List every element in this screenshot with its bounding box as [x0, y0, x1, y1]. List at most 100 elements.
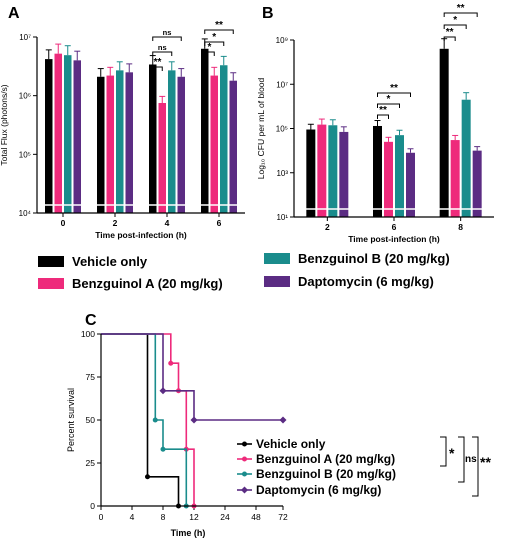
bar [384, 141, 393, 217]
survival-marker [279, 416, 287, 424]
legend-label-benz-b: Benzguinol B (20 mg/kg) [298, 251, 450, 266]
y-tick-label: 25 [86, 458, 96, 468]
bar [97, 76, 105, 213]
bar [328, 125, 338, 217]
bar [116, 70, 124, 214]
x-tick-label: 24 [220, 512, 230, 522]
x-tick-label: 8 [458, 222, 463, 232]
x-tick-label: 4 [165, 218, 170, 228]
bar [406, 152, 415, 217]
legend-label-vehicle: Vehicle only [72, 254, 148, 269]
legend-label: Benzguinol B (20 mg/kg) [256, 467, 396, 481]
bar [54, 53, 62, 214]
y-tick-label: 50 [86, 415, 96, 425]
bar [306, 129, 316, 217]
x-tick-label: 12 [189, 512, 199, 522]
significance-label: ** [390, 83, 398, 94]
legend-item-dapto: Daptomycin (6 mg/kg) [264, 274, 434, 289]
bar [373, 125, 382, 217]
legend-label: Vehicle only [256, 437, 326, 451]
legend-item-vehicle: Vehicle only [38, 254, 147, 269]
bar [73, 60, 81, 214]
bar [64, 55, 72, 213]
significance-label: ** [154, 57, 162, 68]
legend-item-benz-a: Benzguinol A (20 mg/kg) [38, 276, 223, 291]
significance-bracket [443, 36, 456, 41]
x-tick-label: 4 [130, 512, 135, 522]
significance-label: * [449, 445, 455, 461]
legend-item-benz-b: Benzguinol B (20 mg/kg) [264, 251, 450, 266]
significance-bracket [152, 36, 182, 41]
survival-line [101, 333, 188, 506]
survival-line [101, 333, 283, 421]
x-tick-label: 6 [392, 222, 397, 232]
panel-a-letter: A [8, 5, 20, 22]
y-tick-label: 10⁷ [19, 33, 31, 42]
significance-bracket [204, 41, 225, 46]
y-axis-title: Log₁₀ CFU per mL of blood [256, 77, 266, 179]
legend-label-dapto: Daptomycin (6 mg/kg) [298, 274, 434, 289]
panel-c-letter: C [85, 312, 97, 329]
x-tick-label: 0 [99, 512, 104, 522]
y-tick-label: 10⁴ [19, 209, 32, 218]
legend-swatch-benz-a [38, 278, 64, 289]
x-axis-title: Time post-infection (h) [348, 234, 440, 244]
bar [339, 131, 349, 217]
y-tick-label: 75 [86, 372, 96, 382]
bar [106, 75, 114, 213]
significance-label: ** [446, 27, 454, 38]
chart-a: 10⁴ 10⁵ 10⁶ 10⁷ 0 2 4 6 Time post-infection (h) T… [0, 20, 245, 240]
bar [45, 59, 53, 213]
survival-marker [159, 387, 167, 395]
significance-label: ** [480, 454, 491, 470]
significance-label: * [212, 32, 216, 43]
bar [201, 48, 209, 214]
legend-swatch-benz-b [264, 253, 290, 264]
y-tick-label: 10¹ [276, 213, 288, 222]
bar [210, 75, 218, 213]
survival-marker [190, 416, 198, 424]
y-tick-label: 10⁶ [19, 92, 31, 101]
significance-bracket [204, 29, 234, 34]
significance-bracket [377, 92, 411, 97]
bar [177, 76, 185, 213]
bar [439, 48, 449, 217]
bar [149, 64, 157, 213]
x-tick-label: 0 [61, 218, 66, 228]
legend-marker [242, 441, 247, 447]
significance-label: ** [379, 105, 387, 116]
bar [472, 150, 482, 217]
significance-label: ** [215, 20, 223, 31]
x-tick-label: 2 [325, 222, 330, 232]
significance-bracket [204, 51, 215, 56]
survival-marker [145, 474, 150, 480]
x-tick-label: 8 [161, 512, 166, 522]
y-tick-label: 10⁵ [276, 125, 288, 134]
legend-label-benz-a: Benzguinol A (20 mg/kg) [72, 276, 223, 291]
significance-bracket [443, 12, 478, 17]
significance-label: ns [163, 28, 172, 37]
y-tick-label: 100 [81, 329, 95, 339]
survival-marker [160, 446, 166, 452]
significance-bracket [472, 436, 479, 497]
bar [125, 72, 133, 213]
y-tick-label: 10⁷ [276, 80, 288, 89]
x-tick-label: 72 [278, 512, 288, 522]
bar [395, 135, 404, 217]
bar [168, 70, 176, 214]
legend-marker [242, 456, 247, 462]
significance-bracket [377, 114, 389, 119]
x-tick-label: 6 [217, 218, 222, 228]
bar [229, 80, 237, 214]
legend-label: Daptomycin (6 mg/kg) [256, 483, 381, 497]
legend-swatch-dapto [264, 276, 290, 287]
x-axis-title: Time (h) [171, 528, 206, 538]
panel-b-letter: B [262, 5, 274, 22]
x-tick-label: 2 [113, 218, 118, 228]
significance-label: * [387, 94, 391, 105]
survival-marker [168, 360, 174, 366]
bar [450, 140, 460, 217]
significance-label: ** [457, 3, 465, 14]
